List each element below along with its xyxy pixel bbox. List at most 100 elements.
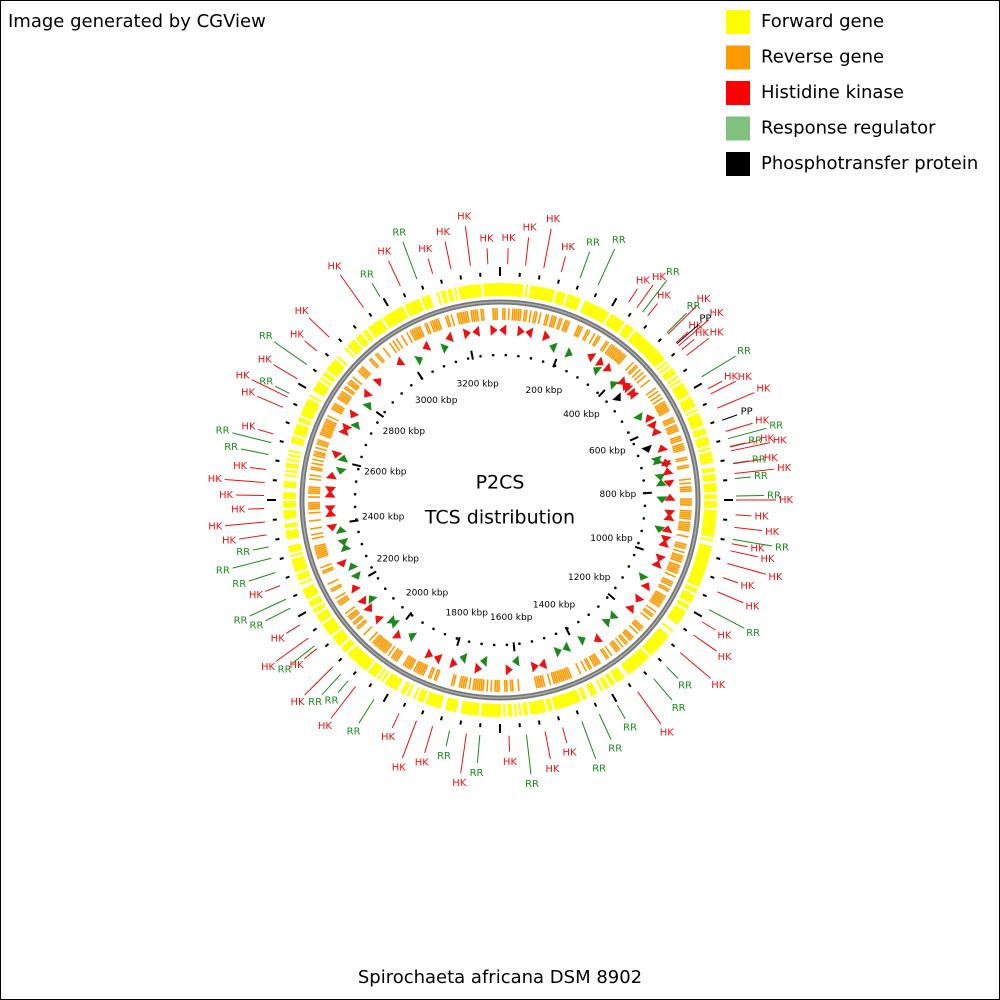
forward-gene xyxy=(635,650,647,662)
forward-gene xyxy=(620,325,631,337)
forward-gene xyxy=(653,632,665,643)
ruler-dot xyxy=(636,454,640,458)
forward-gene xyxy=(611,669,622,682)
forward-gene xyxy=(318,611,331,622)
ruler-dot xyxy=(605,596,609,599)
forward-gene xyxy=(342,640,354,651)
forward-gene xyxy=(632,653,643,665)
reverse-gene xyxy=(458,312,463,325)
feature-connector xyxy=(224,479,265,483)
ruler-dot xyxy=(632,442,636,446)
reverse-gene xyxy=(490,679,493,692)
outer-tick xyxy=(557,279,560,284)
forward-gene xyxy=(453,287,459,301)
feature-label: HK xyxy=(523,223,538,234)
forward-gene xyxy=(332,629,344,640)
ruler-tick xyxy=(564,626,571,636)
feature-label: RR xyxy=(672,703,686,714)
forward-gene xyxy=(421,690,428,703)
forward-gene xyxy=(390,676,399,689)
reverse-gene xyxy=(478,678,482,691)
outer-tick xyxy=(575,285,579,290)
forward-gene xyxy=(627,330,638,343)
reverse-gene xyxy=(314,546,327,552)
reverse-gene xyxy=(627,364,638,374)
forward-gene xyxy=(670,610,683,620)
ruler-dot xyxy=(614,586,617,590)
forward-gene xyxy=(702,518,717,522)
forward-gene xyxy=(404,304,413,317)
forward-gene xyxy=(344,641,356,653)
reverse-gene xyxy=(476,678,480,691)
feature-label: HK xyxy=(710,327,725,338)
forward-gene xyxy=(476,284,480,298)
reverse-gene xyxy=(668,561,681,567)
ruler-dot xyxy=(627,565,631,568)
forward-gene xyxy=(683,404,696,413)
forward-gene xyxy=(360,656,371,668)
forward-gene xyxy=(672,606,686,616)
forward-gene xyxy=(672,384,686,394)
forward-gene xyxy=(371,323,381,336)
reverse-gene xyxy=(652,594,664,603)
feature-label: HK xyxy=(377,247,392,258)
feature-connector xyxy=(731,543,748,548)
feature-label: PP xyxy=(741,406,753,417)
ruler-label: 2400 kbp xyxy=(362,512,405,522)
outer-tick xyxy=(382,297,389,307)
reverse-gene xyxy=(482,679,485,692)
ruler-dot xyxy=(480,642,483,646)
feature-marker xyxy=(424,648,434,659)
feature-marker xyxy=(635,593,645,603)
forward-gene xyxy=(305,589,318,598)
legend-swatch xyxy=(726,45,750,70)
forward-gene xyxy=(352,339,363,351)
feature-label: HK xyxy=(457,211,472,222)
reverse-gene xyxy=(676,464,689,468)
feature-marker xyxy=(351,584,361,594)
forward-gene xyxy=(317,380,330,390)
forward-gene xyxy=(429,692,436,707)
feature-label: HK xyxy=(290,330,305,341)
ruler-label: 200 kbp xyxy=(526,386,563,396)
feature-connector xyxy=(581,721,597,760)
feature-connector xyxy=(710,380,737,395)
forward-gene xyxy=(537,286,542,300)
feature-marker xyxy=(612,392,621,402)
feature-connector xyxy=(544,731,551,760)
forward-gene xyxy=(601,676,610,689)
forward-gene xyxy=(539,699,544,713)
forward-gene xyxy=(635,338,647,350)
reverse-gene xyxy=(650,393,661,402)
reverse-gene xyxy=(517,679,520,692)
feature-label: RR xyxy=(232,579,246,590)
forward-gene xyxy=(632,335,643,347)
feature-label: HK xyxy=(222,536,237,547)
forward-gene xyxy=(414,299,422,313)
reverse-gene xyxy=(462,676,467,689)
reverse-gene xyxy=(619,633,629,644)
ruler-dot xyxy=(364,554,368,558)
forward-gene xyxy=(373,322,383,335)
feature-label: RR xyxy=(392,227,406,238)
reverse-gene xyxy=(601,647,610,659)
reverse-gene xyxy=(541,674,546,687)
outer-tick xyxy=(402,702,407,708)
feature-label: RR xyxy=(360,269,374,280)
forward-gene xyxy=(671,608,684,618)
ruler-dot xyxy=(518,642,521,645)
ruler-dot xyxy=(421,621,424,624)
forward-gene xyxy=(375,321,385,334)
reverse-gene xyxy=(678,524,691,528)
feature-label: HK xyxy=(750,544,765,555)
reverse-gene xyxy=(330,585,343,593)
reverse-gene xyxy=(517,308,520,321)
ruler-dot xyxy=(391,401,395,404)
forward-gene xyxy=(700,458,714,463)
outer-tick xyxy=(368,312,373,318)
reverse-gene xyxy=(348,380,359,390)
reverse-gene xyxy=(324,420,337,427)
feature-connector xyxy=(424,726,434,754)
feature-marker xyxy=(480,655,488,668)
reverse-gene xyxy=(507,308,510,321)
